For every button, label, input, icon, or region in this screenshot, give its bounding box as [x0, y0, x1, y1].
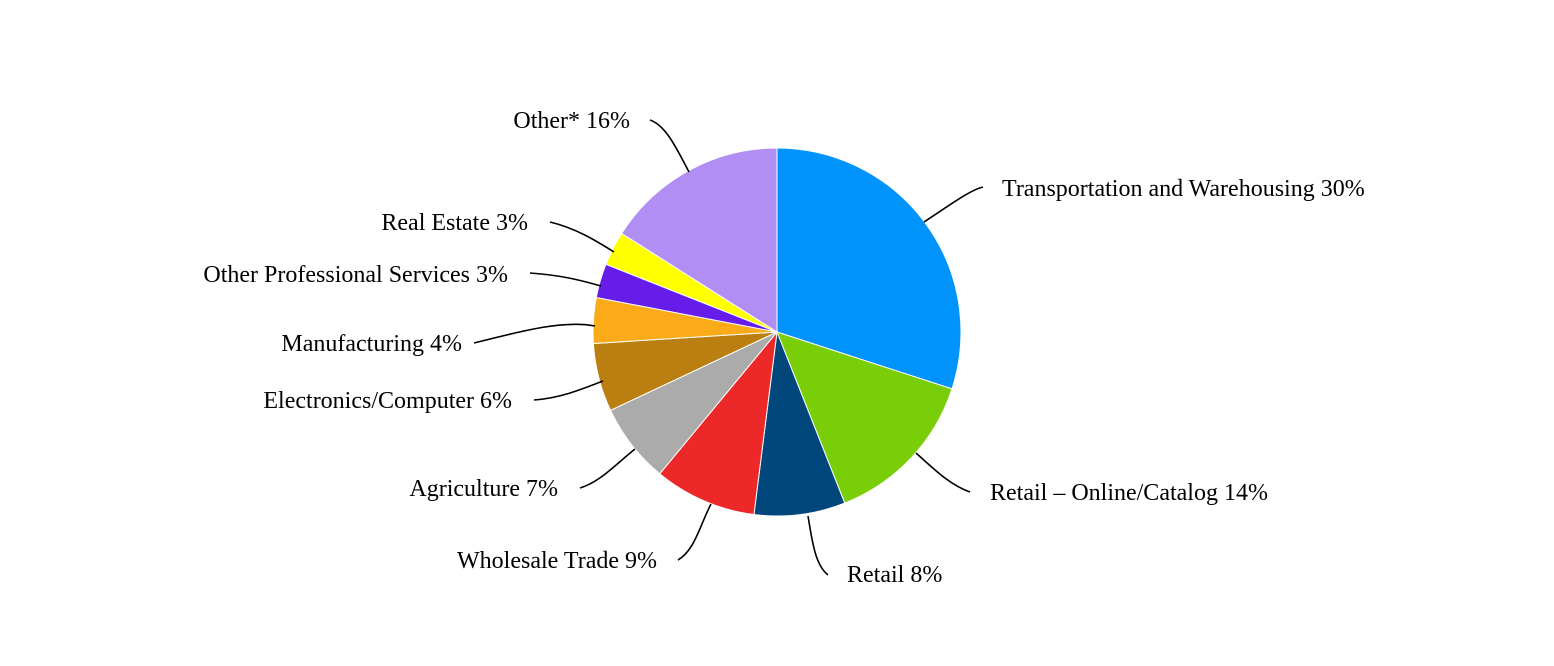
leader-line-electronics-computer — [533, 380, 604, 401]
data-label-other-professional-services: Other Professional Services 3% — [203, 262, 508, 288]
leader-lines — [473, 119, 984, 576]
leader-line-manufacturing — [473, 323, 596, 344]
slice-labels: Transportation and Warehousing 30% Retail… — [203, 108, 1364, 588]
pie-slice-retail-online-catalog — [776, 331, 953, 504]
data-label-other: Other* 16% — [513, 108, 630, 134]
leader-line-retail — [807, 515, 829, 576]
data-label-wholesale-trade: Wholesale Trade 9% — [457, 548, 657, 574]
leader-line-agriculture — [579, 448, 636, 489]
leader-line-wholesale-trade — [677, 503, 712, 561]
leader-line-other — [649, 119, 690, 173]
pie-slices — [592, 147, 962, 517]
pie-slice-wholesale-trade — [659, 330, 778, 516]
data-label-transportation-and-warehousing: Transportation and Warehousing 30% — [1002, 176, 1365, 202]
data-label-electronics-computer: Electronics/Computer 6% — [263, 388, 512, 414]
leader-line-other-professional-services — [529, 272, 602, 287]
pie-slice-transportation-and-warehousing — [776, 147, 962, 390]
leader-line-transportation-and-warehousing — [923, 186, 984, 223]
data-label-retail-online-catalog: Retail – Online/Catalog 14% — [990, 480, 1268, 506]
data-label-agriculture: Agriculture 7% — [409, 476, 558, 502]
leader-line-real-estate — [549, 221, 615, 253]
data-label-manufacturing: Manufacturing 4% — [281, 331, 462, 357]
data-label-retail: Retail 8% — [847, 562, 942, 588]
data-label-real-estate: Real Estate 3% — [381, 210, 528, 236]
pie-slice-retail — [753, 331, 846, 517]
leader-line-retail-online-catalog — [915, 452, 971, 493]
